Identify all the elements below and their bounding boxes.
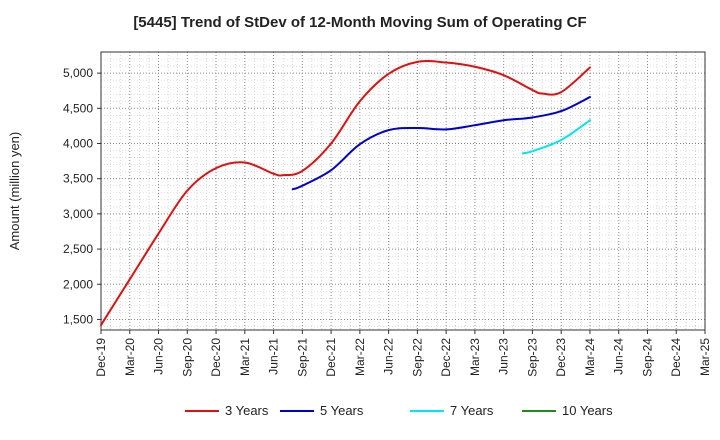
plot-area — [101, 52, 705, 330]
y-tick-label: 1,500 — [63, 312, 93, 326]
legend-label-1: 3 Years — [225, 403, 269, 418]
y-tick-label: 5,000 — [63, 66, 93, 80]
x-tick-label: Mar-23 — [468, 338, 482, 376]
series-line-2 — [291, 96, 591, 191]
plot-border — [100, 51, 706, 331]
y-axis-title: Amount (million yen) — [7, 132, 22, 251]
x-tick-label: Mar-24 — [583, 338, 597, 376]
x-tick-label: Dec-19 — [94, 338, 108, 377]
y-tick-label: 3,000 — [63, 207, 93, 221]
x-tick-label: Dec-23 — [554, 338, 568, 377]
x-tick-label: Jun-21 — [267, 338, 281, 375]
y-tick-label: 4,000 — [63, 136, 93, 150]
series-line-1 — [100, 60, 591, 327]
series-line-3 — [521, 119, 591, 155]
x-tick-label: Jun-24 — [612, 338, 626, 375]
x-tick-label: Mar-20 — [123, 338, 137, 376]
x-tick-label: Mar-22 — [353, 338, 367, 376]
x-tick-label: Sep-23 — [525, 338, 539, 377]
x-tick-label: Sep-22 — [410, 338, 424, 377]
legend-label-4: 10 Years — [562, 403, 613, 418]
y-tick-label: 2,500 — [63, 242, 93, 256]
y-tick-label: 2,000 — [63, 277, 93, 291]
chart-title: [5445] Trend of StDev of 12-Month Moving… — [133, 14, 587, 31]
x-tick-label: Mar-21 — [238, 338, 252, 376]
x-tick-label: Dec-24 — [669, 338, 683, 377]
x-tick-label: Jun-20 — [152, 338, 166, 375]
x-tick-label: Dec-20 — [209, 338, 223, 377]
x-tick-label: Mar-25 — [698, 338, 712, 376]
x-tick-label: Dec-22 — [439, 338, 453, 377]
x-tick-label: Sep-20 — [180, 338, 194, 377]
y-tick-label: 4,500 — [63, 101, 93, 115]
x-tick-label: Jun-23 — [497, 338, 511, 375]
y-tick-label: 3,500 — [63, 172, 93, 186]
legend-label-3: 7 Years — [450, 403, 494, 418]
legend-label-2: 5 Years — [320, 403, 364, 418]
x-tick-label: Jun-22 — [382, 338, 396, 375]
x-tick-label: Sep-24 — [640, 338, 654, 377]
x-tick-label: Dec-21 — [324, 338, 338, 377]
x-tick-label: Sep-21 — [295, 338, 309, 377]
